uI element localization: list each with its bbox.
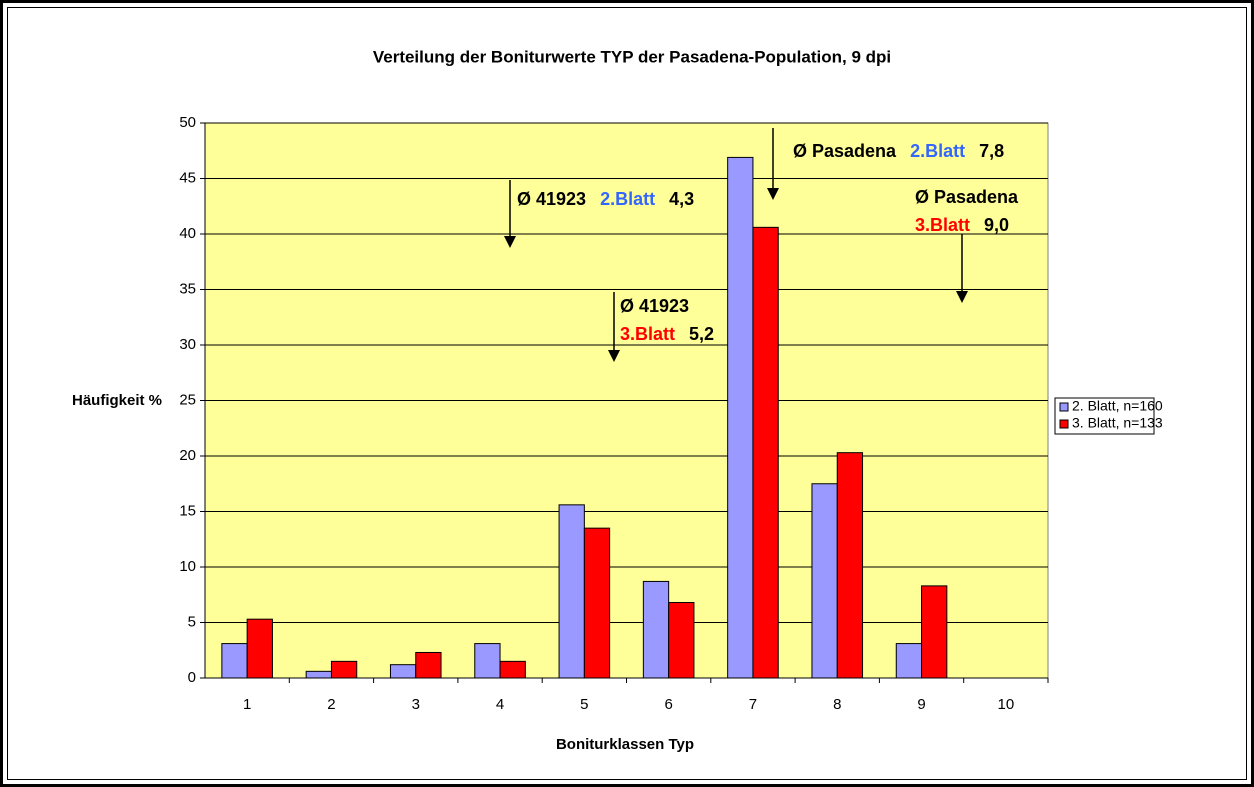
- y-tick-label: 10: [179, 558, 196, 575]
- bar: [811, 483, 838, 679]
- annotation-part: 2.Blatt: [600, 189, 655, 209]
- arrow-head: [956, 291, 968, 303]
- y-tick-label: 40: [179, 225, 196, 242]
- legend-swatch: [1059, 402, 1069, 412]
- bar: [583, 527, 611, 679]
- y-tick-label: 35: [179, 280, 196, 297]
- y-tick-label: 50: [179, 114, 196, 131]
- x-tick-label: 1: [243, 696, 251, 713]
- chart-title: Verteilung der Boniturwerte TYP der Pasa…: [373, 47, 891, 66]
- bar: [727, 156, 754, 679]
- x-tick-label: 2: [327, 696, 335, 713]
- bar: [499, 660, 526, 679]
- x-tick-label: 3: [412, 696, 420, 713]
- y-tick-label: 5: [188, 613, 196, 630]
- x-axis-label: Boniturklassen Typ: [556, 736, 694, 753]
- x-tick-label: 10: [998, 696, 1015, 713]
- bar: [415, 651, 442, 679]
- annotation-part: Ø 41923: [620, 296, 689, 316]
- bar: [752, 226, 779, 679]
- arrow-head: [504, 236, 516, 248]
- annotation: Ø Pasadena 2.Blatt 7,8: [793, 141, 1004, 161]
- bar: [895, 643, 923, 679]
- arrow-head: [767, 188, 779, 200]
- y-tick-label: 0: [188, 669, 196, 686]
- annotation-part: 2.Blatt: [910, 141, 965, 161]
- annotation-part: 3.Blatt: [915, 215, 970, 235]
- bar: [642, 580, 670, 679]
- x-tick-label: 5: [580, 696, 588, 713]
- bar: [474, 643, 501, 679]
- legend-label: 2. Blatt, n=160: [1072, 398, 1163, 414]
- bar: [558, 504, 585, 679]
- annotation: 3.Blatt 9,0: [915, 215, 1009, 235]
- annotation-part: 9,0: [984, 215, 1009, 235]
- bar: [668, 602, 695, 679]
- bar: [921, 585, 948, 679]
- legend-label: 3. Blatt, n=133: [1072, 415, 1163, 431]
- bar: [305, 670, 332, 679]
- bar: [836, 452, 864, 679]
- annotation: Ø 41923: [620, 296, 689, 316]
- bar: [246, 618, 273, 679]
- x-tick-label: 7: [749, 696, 757, 713]
- arrow-head: [608, 350, 620, 362]
- y-tick-label: 45: [179, 169, 196, 186]
- y-axis-label: Häufigkeit %: [72, 392, 162, 409]
- x-tick-label: 6: [664, 696, 672, 713]
- inner-frame: [7, 7, 1247, 780]
- x-tick-label: 4: [496, 696, 504, 713]
- annotation-part: Ø Pasadena: [915, 187, 1019, 207]
- x-tick-label: 8: [833, 696, 841, 713]
- y-tick-label: 30: [179, 336, 196, 353]
- annotation-part: 7,8: [979, 141, 1004, 161]
- annotation-part: 4,3: [669, 189, 694, 209]
- bar: [389, 664, 417, 679]
- annotation-part: Ø 41923: [517, 189, 586, 209]
- y-tick-label: 15: [179, 502, 196, 519]
- annotation-part: Ø Pasadena: [793, 141, 897, 161]
- x-tick-label: 9: [917, 696, 925, 713]
- annotation-part: 5,2: [689, 324, 714, 344]
- legend-box: [1054, 397, 1155, 435]
- y-tick-label: 25: [179, 391, 196, 408]
- annotation: Ø 41923 2.Blatt 4,3: [517, 189, 694, 209]
- bar: [330, 660, 358, 679]
- bar: [221, 643, 248, 679]
- annotation: Ø Pasadena: [915, 187, 1019, 207]
- y-tick-label: 20: [179, 447, 196, 464]
- annotation: 3.Blatt 5,2: [620, 324, 714, 344]
- legend-swatch: [1059, 419, 1069, 429]
- annotation-part: 3.Blatt: [620, 324, 675, 344]
